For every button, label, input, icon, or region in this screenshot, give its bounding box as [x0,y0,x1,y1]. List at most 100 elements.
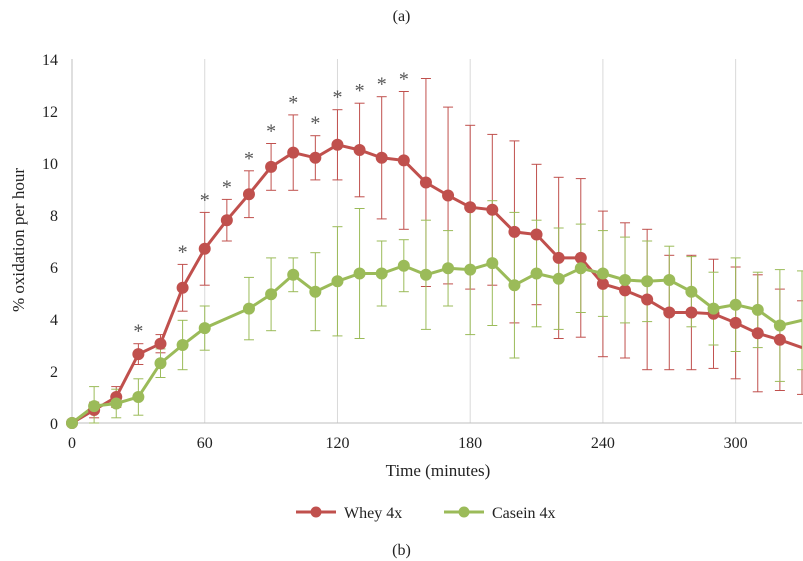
data-point [309,285,322,298]
data-point [331,138,344,151]
data-point [508,279,521,292]
legend-label-casein: Casein 4x [492,505,556,522]
significance-star: * [244,148,254,170]
data-point [596,277,609,290]
data-point [176,281,189,294]
legend-marker-casein [458,506,470,518]
significance-star: * [222,176,232,198]
data-point [331,275,344,288]
data-point [242,188,255,201]
y-tick-label: 10 [42,156,58,173]
data-points [66,138,786,429]
data-point [641,275,654,288]
panel-label-a: (a) [392,8,411,25]
data-point [707,302,720,315]
significance-star: * [288,92,298,114]
data-point [154,337,167,350]
data-point [353,144,366,156]
y-tick-label: 8 [50,208,58,225]
data-point [729,316,742,329]
data-point [663,274,676,286]
data-point [242,302,255,315]
data-point [265,288,278,301]
significance-star: * [399,69,409,91]
data-point [486,203,499,216]
data-point [265,160,278,173]
data-point [442,189,455,202]
data-point [287,146,300,159]
data-point [685,285,698,298]
data-point [619,284,632,297]
data-point [375,151,388,164]
significance-star: * [200,189,210,211]
data-point [220,214,233,227]
y-tick-label: 14 [42,52,58,69]
significance-star: * [266,121,276,143]
legend: Whey 4x Casein 4x [296,505,556,522]
significance-star: * [133,321,143,343]
y-tick-label: 4 [50,312,58,329]
data-point [419,176,432,189]
x-tick-label: 0 [68,435,76,452]
panel-label-b: (b) [392,542,411,559]
data-point [66,417,78,429]
data-point [132,391,145,403]
x-tick-label: 300 [724,435,748,452]
y-tick-label: 2 [50,364,58,381]
data-point [552,272,565,285]
significance-markers: * * * * * * * * * * * * [133,69,408,343]
data-point [375,267,388,280]
data-point [442,262,455,275]
data-point [198,322,211,335]
y-tick-label: 6 [50,260,58,277]
legend-label-whey: Whey 4x [344,505,402,522]
data-point [574,262,587,275]
data-point [198,242,211,255]
data-point [464,263,477,276]
data-point [530,267,543,280]
data-point [88,400,101,413]
data-point [773,333,786,346]
data-point [773,319,786,332]
error-bars [89,78,803,424]
y-tick-label: 0 [50,416,58,433]
data-point [486,257,499,270]
data-point [176,339,189,351]
data-point [751,327,764,340]
data-point [397,154,410,167]
x-tick-label: 180 [458,435,482,452]
significance-star: * [355,80,365,102]
data-point [464,201,477,214]
data-point [751,303,764,316]
data-point [729,298,742,311]
tick-labels: 0 60 120 180 240 300 0 2 4 6 8 10 12 14 [42,52,748,452]
data-point [397,259,410,272]
significance-star: * [377,74,387,96]
data-point [508,225,521,238]
significance-star: * [332,87,342,109]
data-point [353,267,366,280]
data-point [154,357,167,370]
data-point [309,151,322,164]
data-point [596,267,609,280]
data-point [132,348,145,361]
data-point [663,306,676,319]
x-tick-label: 240 [591,435,615,452]
significance-star: * [310,113,320,135]
x-tick-label: 60 [197,435,213,452]
legend-marker-whey [310,506,322,518]
axes [71,59,802,424]
data-point [419,268,432,281]
data-point [287,268,300,281]
data-point [641,293,654,306]
data-point [574,251,587,264]
data-point [619,274,632,286]
data-point [110,397,123,410]
x-tick-label: 120 [325,435,349,452]
y-axis-title: % oxidation per hour [9,168,28,312]
x-axis-title: Time (minutes) [386,461,491,480]
significance-star: * [178,241,188,263]
data-point [552,251,565,264]
series-line-whey [71,143,802,425]
